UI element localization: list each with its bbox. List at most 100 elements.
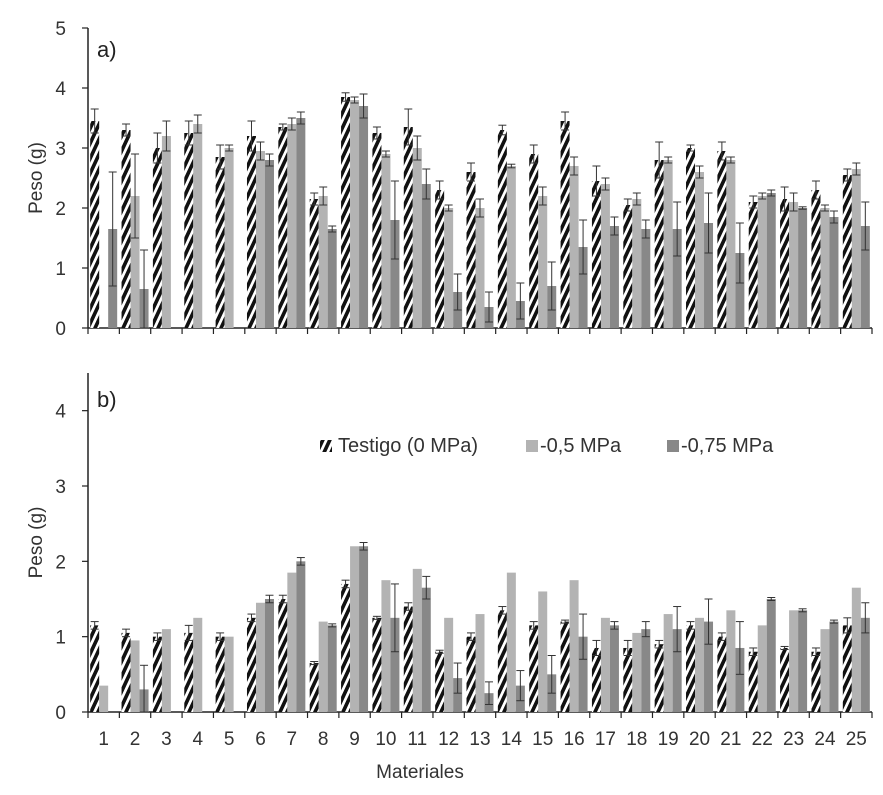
bar-neg05mpa	[130, 196, 140, 328]
bar-neg05mpa	[600, 184, 610, 328]
bar-neg05mpa	[475, 208, 485, 328]
bar-neg075mpa	[390, 617, 400, 712]
bar-neg05mpa	[506, 166, 516, 328]
bar-neg05mpa	[632, 199, 642, 328]
bar-neg05mpa	[224, 148, 234, 328]
x-tick-label: 16	[564, 729, 585, 750]
x-tick-label: 9	[349, 729, 360, 750]
bar-neg05mpa	[538, 591, 548, 712]
bar-testigo	[811, 190, 821, 328]
x-tick-label: 20	[689, 729, 710, 750]
legend-label: -0,5 MPa	[540, 435, 622, 457]
bar-testigo	[560, 121, 570, 328]
bar-neg05mpa	[444, 617, 454, 712]
bar-neg075mpa	[672, 629, 682, 712]
bar-neg05mpa	[726, 160, 736, 328]
bar-neg075mpa	[359, 106, 369, 328]
bar-neg05mpa	[820, 629, 830, 712]
legend-label: Testigo (0 MPa)	[338, 435, 478, 457]
legend-swatch	[526, 440, 538, 452]
bar-testigo	[372, 133, 382, 328]
bar-neg05mpa	[475, 614, 485, 712]
bar-testigo	[654, 644, 664, 712]
bar-testigo	[278, 127, 288, 328]
x-axis-title: Materiales	[376, 762, 464, 783]
bar-neg05mpa	[757, 196, 767, 328]
bar-neg075mpa	[735, 253, 745, 328]
bar-testigo	[654, 160, 664, 328]
y-tick-label: 4	[55, 402, 66, 423]
bar-neg075mpa	[798, 610, 808, 712]
bar-neg05mpa	[287, 124, 297, 328]
bar-neg05mpa	[193, 617, 203, 712]
bar-neg075mpa	[359, 546, 369, 712]
bar-testigo	[435, 651, 445, 712]
bar-neg05mpa	[444, 208, 454, 328]
bar-neg075mpa	[296, 118, 306, 328]
bar-neg05mpa	[695, 172, 705, 328]
y-tick-label: 2	[55, 552, 66, 573]
panel-label: a)	[97, 37, 117, 62]
y-axis-title: Peso (g)	[26, 507, 47, 579]
x-tick-label: 8	[318, 729, 329, 750]
bar-testigo	[341, 97, 351, 328]
bar-neg05mpa	[569, 580, 579, 712]
bar-neg075mpa	[766, 599, 776, 712]
x-tick-label: 5	[224, 729, 235, 750]
bar-neg075mpa	[264, 160, 274, 328]
x-tick-label: 19	[658, 729, 679, 750]
bar-neg05mpa	[820, 208, 830, 328]
x-tick-label: 14	[501, 729, 523, 750]
bar-neg05mpa	[350, 546, 360, 712]
bar-neg05mpa	[381, 154, 391, 328]
x-tick-label: 6	[255, 729, 266, 750]
bar-neg075mpa	[327, 229, 337, 328]
y-tick-label: 0	[55, 319, 66, 340]
bar-neg075mpa	[264, 599, 274, 712]
x-tick-label: 25	[846, 729, 867, 750]
y-tick-label: 3	[55, 139, 66, 160]
x-tick-label: 12	[438, 729, 459, 750]
bar-neg05mpa	[287, 572, 297, 712]
bar-neg05mpa	[789, 610, 799, 712]
bar-neg075mpa	[735, 647, 745, 712]
bar-testigo	[623, 647, 633, 712]
bar-testigo	[717, 151, 727, 328]
bar-neg075mpa	[798, 208, 808, 328]
bar-neg05mpa	[632, 632, 642, 712]
bar-testigo	[403, 127, 413, 328]
bar-testigo	[466, 172, 476, 328]
bar-neg05mpa	[318, 621, 328, 712]
bar-testigo	[717, 636, 727, 712]
y-tick-label: 1	[55, 628, 66, 649]
bar-neg05mpa	[255, 602, 265, 712]
legend: Testigo (0 MPa) -0,5 MPa -0,75 MPa	[320, 435, 774, 457]
x-tick-label: 11	[407, 729, 427, 750]
bar-testigo	[309, 199, 319, 328]
bar-testigo	[90, 625, 100, 712]
bar-neg075mpa	[296, 561, 306, 712]
x-tick-label: 2	[130, 729, 141, 750]
bar-neg075mpa	[766, 193, 776, 328]
bar-testigo	[246, 136, 256, 328]
panel-a: 0 1 2 3 4 5 Peso (g) a)	[26, 19, 873, 340]
bar-neg05mpa	[99, 685, 109, 712]
bar-testigo	[748, 202, 758, 328]
bar-neg05mpa	[789, 202, 799, 328]
x-tick-label: 24	[814, 729, 836, 750]
y-tick-label: 3	[55, 477, 66, 498]
bar-neg05mpa	[318, 196, 328, 328]
bar-testigo	[748, 651, 758, 712]
bar-testigo	[152, 636, 162, 712]
bar-neg05mpa	[412, 568, 422, 712]
bar-testigo	[623, 205, 633, 328]
bar-testigo	[184, 133, 194, 328]
bar-testigo	[90, 121, 100, 328]
bar-testigo	[341, 583, 351, 712]
bar-neg075mpa	[860, 617, 870, 712]
x-tick-label: 7	[287, 729, 298, 750]
bar-neg05mpa	[161, 136, 171, 328]
bar-testigo	[780, 647, 790, 712]
x-tick-label: 10	[375, 729, 396, 750]
bar-testigo	[184, 632, 194, 712]
